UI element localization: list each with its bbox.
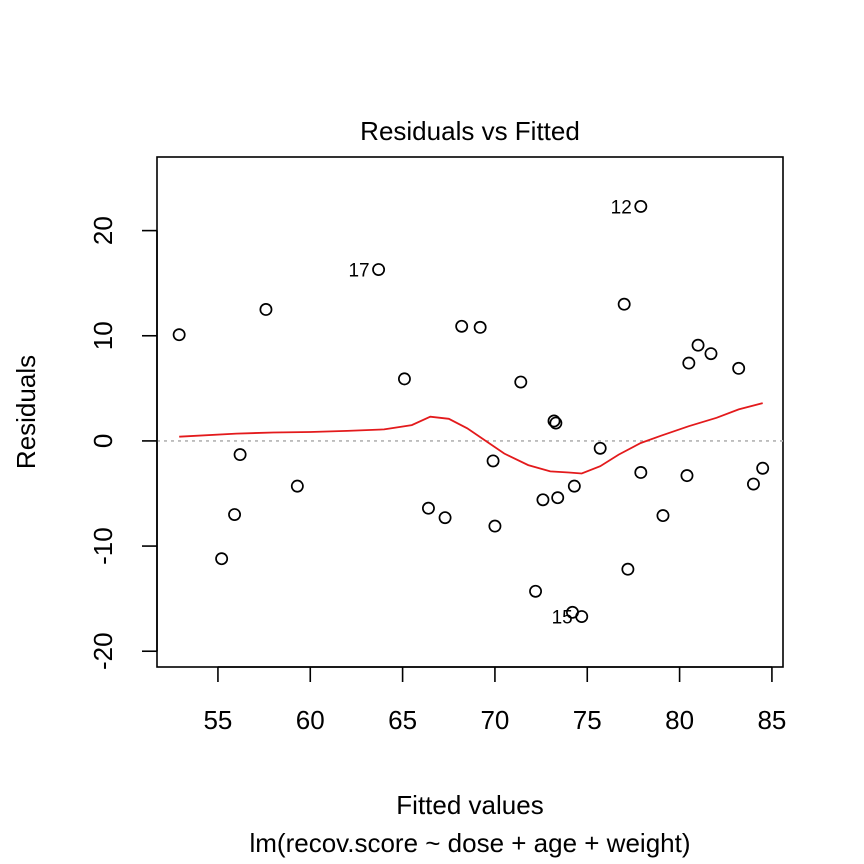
smoother-line [179, 402, 763, 475]
x-tick-label: 65 [388, 705, 417, 735]
data-point [215, 552, 229, 566]
data-point [732, 361, 746, 375]
data-point [549, 416, 563, 430]
data-point [656, 509, 670, 523]
data-point [634, 466, 648, 479]
data-point [617, 297, 631, 311]
data-points [172, 199, 770, 623]
data-point [172, 328, 186, 342]
point-labels: 17 15 12 [348, 197, 631, 628]
data-point [593, 441, 607, 455]
x-tick-label: 75 [573, 705, 602, 735]
x-tick-label: 80 [665, 705, 694, 735]
y-tick-label: -10 [88, 527, 118, 565]
y-tick-label: 10 [88, 321, 118, 350]
data-point [567, 479, 581, 493]
x-axis: 55 60 65 70 75 80 85 [203, 666, 786, 735]
data-point [473, 320, 487, 334]
y-tick-label: 20 [88, 216, 118, 245]
data-point [372, 263, 386, 276]
data-point [682, 356, 696, 370]
data-point [634, 199, 648, 213]
data-point [514, 375, 528, 389]
y-tick-label: 0 [88, 434, 118, 448]
data-point [536, 493, 550, 507]
data-point [397, 372, 411, 386]
data-point [529, 584, 543, 598]
point-label: 17 [348, 261, 369, 282]
data-point [756, 461, 770, 475]
data-point [422, 501, 435, 515]
point-label: 12 [611, 197, 632, 218]
x-tick-label: 60 [296, 705, 325, 735]
data-point [228, 508, 242, 521]
data-point [488, 519, 502, 533]
data-point [233, 448, 247, 462]
plot-frame [156, 156, 784, 668]
x-tick-label: 55 [203, 705, 232, 735]
y-tick-label: -20 [88, 632, 118, 670]
data-point [547, 414, 561, 428]
data-point [691, 338, 705, 352]
data-point [680, 469, 694, 483]
x-tick-label: 85 [757, 705, 786, 735]
data-point [621, 562, 635, 576]
y-axis: -20 -10 0 10 20 [88, 216, 158, 670]
data-point [259, 303, 273, 316]
chart-title: Residuals vs Fitted [360, 116, 580, 146]
data-point [575, 610, 589, 623]
data-point [486, 454, 500, 468]
data-point [704, 347, 718, 361]
x-tick-label: 70 [480, 705, 509, 735]
data-point [438, 511, 452, 525]
x-axis-label: Fitted values [396, 790, 543, 820]
data-point [551, 491, 565, 505]
chart-subtitle: lm(recov.score ~ dose + age + weight) [249, 828, 690, 858]
point-label: 15 [552, 608, 573, 629]
data-point [290, 479, 304, 493]
data-point [455, 319, 469, 333]
data-point [747, 477, 760, 491]
y-axis-label: Residuals [11, 355, 41, 469]
